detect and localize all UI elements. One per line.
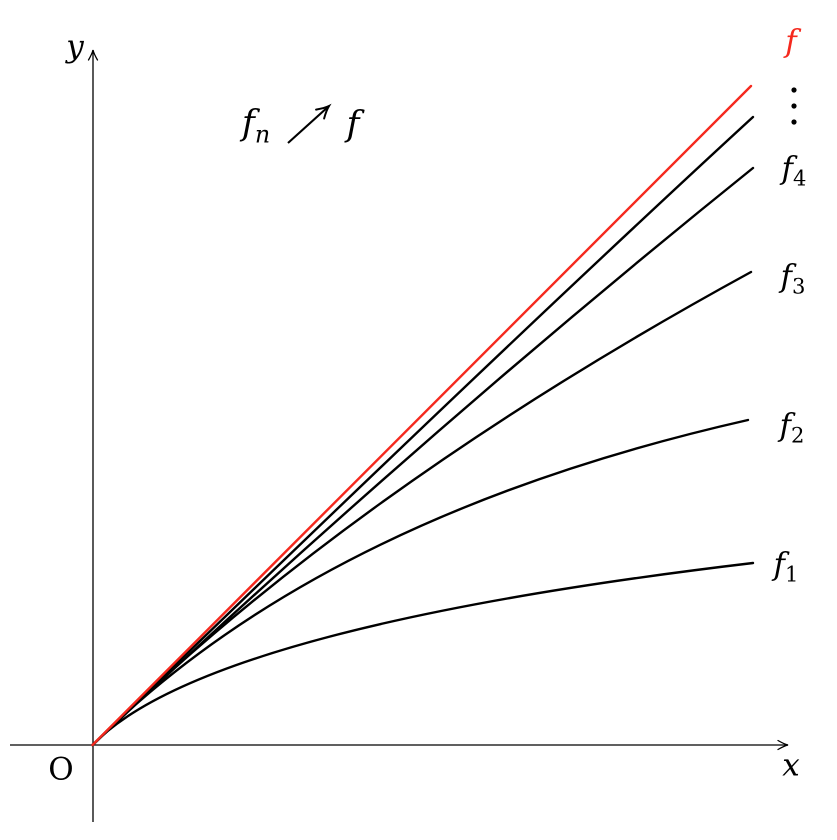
label-f4: f4	[781, 150, 807, 191]
function-curves	[91, 84, 755, 747]
ellipsis-dot	[791, 87, 797, 93]
curve-f-limit	[91, 84, 753, 747]
ellipsis-dot	[791, 103, 797, 109]
y-axis-label: y	[66, 28, 84, 65]
axes	[10, 49, 789, 822]
curve-f3	[91, 270, 753, 747]
annotation-fn: fn	[241, 103, 271, 149]
curve-f4	[91, 166, 755, 747]
curve-f2	[91, 418, 750, 747]
ellipsis-dot	[791, 119, 797, 125]
annotation-limit-f: f	[346, 104, 360, 145]
x-axis-label: x	[782, 747, 800, 784]
nearrow-shaft	[287, 103, 332, 144]
curve-f-next	[91, 115, 755, 747]
label-f2: f2	[779, 407, 805, 448]
curve-f1	[91, 561, 755, 747]
label-f: f	[785, 23, 797, 60]
label-f1: f1	[773, 546, 799, 587]
nearrow-icon	[287, 103, 332, 144]
label-f3: f3	[780, 258, 806, 299]
origin-label: O	[48, 751, 74, 788]
vertical-ellipsis-icon	[791, 87, 797, 125]
